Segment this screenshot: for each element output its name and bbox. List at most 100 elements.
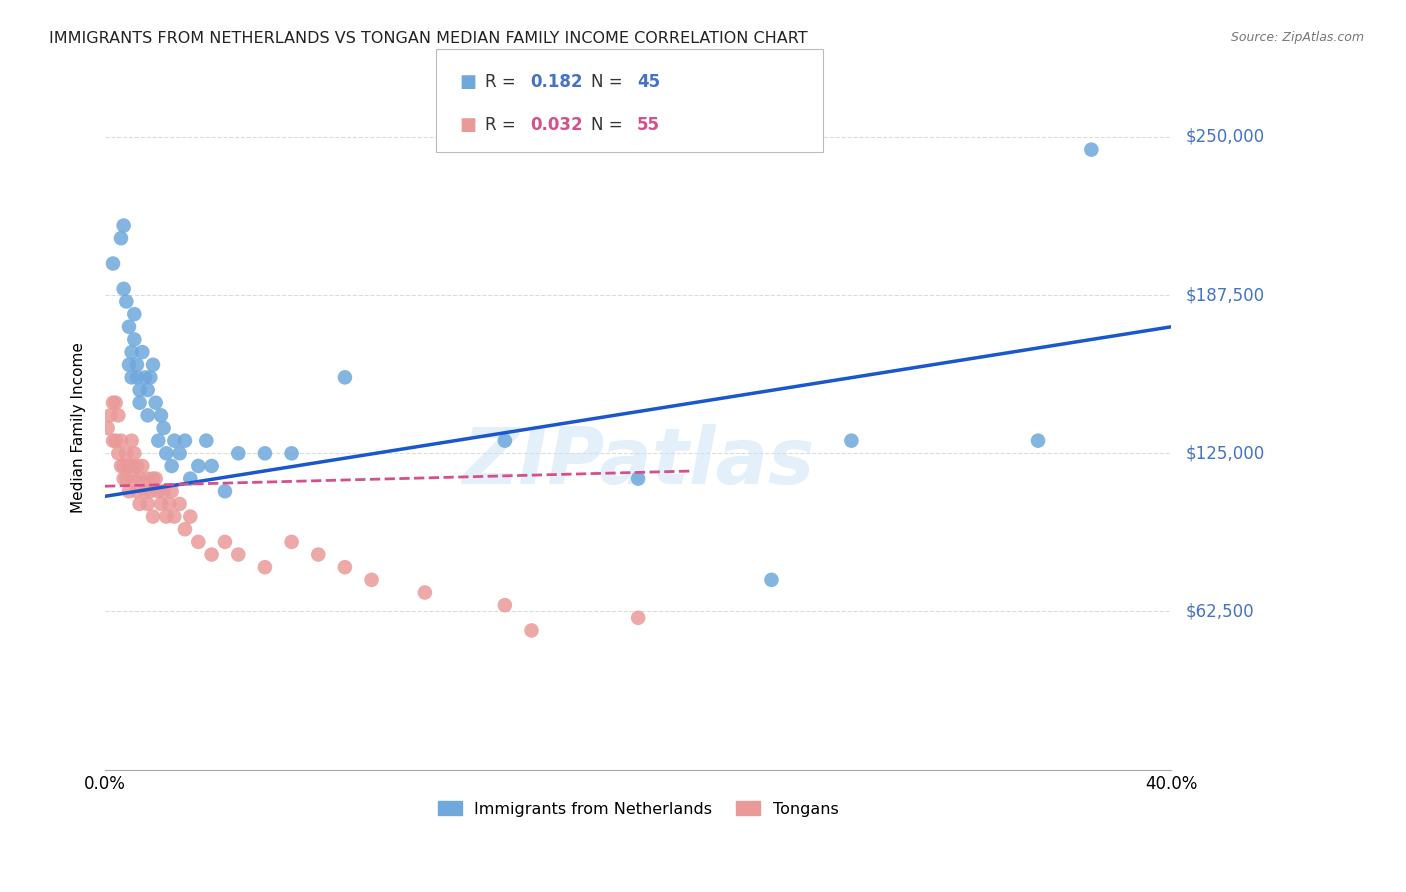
Point [761, 573, 783, 587]
Point [115, 294, 138, 309]
Point [136, 383, 159, 397]
Point [121, 345, 143, 359]
Text: 0.032: 0.032 [530, 116, 582, 134]
Point [131, 458, 153, 473]
Point [128, 472, 150, 486]
Point [1080, 143, 1102, 157]
Point [118, 319, 141, 334]
Text: N =: N = [591, 116, 627, 134]
Point [125, 370, 148, 384]
Text: ZIPatlas: ZIPatlas [463, 425, 814, 500]
Point [128, 395, 150, 409]
Point [128, 383, 150, 397]
Point [124, 446, 146, 460]
Point [118, 484, 141, 499]
Point [124, 333, 146, 347]
Point [214, 484, 236, 499]
Text: $187,500: $187,500 [1185, 286, 1264, 304]
Point [112, 458, 135, 473]
Point [627, 611, 650, 625]
Text: N =: N = [591, 73, 627, 91]
Text: $62,500: $62,500 [1185, 602, 1254, 621]
Point [201, 458, 224, 473]
Point [142, 509, 165, 524]
Point [118, 458, 141, 473]
Point [112, 472, 135, 486]
Point [121, 458, 143, 473]
Point [112, 282, 135, 296]
Point [155, 446, 177, 460]
Point [1026, 434, 1049, 448]
Text: ■: ■ [460, 73, 477, 91]
Text: IMMIGRANTS FROM NETHERLANDS VS TONGAN MEDIAN FAMILY INCOME CORRELATION CHART: IMMIGRANTS FROM NETHERLANDS VS TONGAN ME… [49, 31, 808, 46]
Point [139, 370, 162, 384]
Point [110, 231, 132, 245]
Text: Source: ZipAtlas.com: Source: ZipAtlas.com [1230, 31, 1364, 45]
Point [124, 472, 146, 486]
Point [187, 534, 209, 549]
Point [107, 409, 129, 423]
Text: 45: 45 [637, 73, 659, 91]
Point [169, 497, 191, 511]
Point [142, 472, 165, 486]
Point [115, 472, 138, 486]
Point [121, 434, 143, 448]
Point [104, 395, 127, 409]
Point [174, 434, 197, 448]
Point [155, 509, 177, 524]
Point [149, 497, 172, 511]
Point [149, 409, 172, 423]
Point [280, 534, 302, 549]
Point [145, 395, 167, 409]
Point [307, 548, 329, 562]
Point [97, 421, 120, 435]
Point [101, 256, 124, 270]
Point [125, 484, 148, 499]
Point [253, 560, 276, 574]
Point [280, 446, 302, 460]
Point [139, 484, 162, 499]
Y-axis label: Median Family Income: Median Family Income [72, 343, 86, 514]
Point [125, 358, 148, 372]
Point [136, 497, 159, 511]
Point [110, 434, 132, 448]
Point [152, 484, 174, 499]
Text: $250,000: $250,000 [1185, 128, 1264, 146]
Point [174, 522, 197, 536]
Point [157, 497, 180, 511]
Point [124, 307, 146, 321]
Point [136, 472, 159, 486]
Point [160, 484, 183, 499]
Point [160, 458, 183, 473]
Point [148, 484, 170, 499]
Point [333, 560, 356, 574]
Point [134, 370, 156, 384]
Point [179, 509, 201, 524]
Point [494, 598, 516, 612]
Point [413, 585, 436, 599]
Point [136, 409, 159, 423]
Point [131, 345, 153, 359]
Point [494, 434, 516, 448]
Point [142, 358, 165, 372]
Point [195, 434, 218, 448]
Text: R =: R = [485, 73, 522, 91]
Text: 0.182: 0.182 [530, 73, 582, 91]
Text: 55: 55 [637, 116, 659, 134]
Point [152, 421, 174, 435]
Point [520, 624, 543, 638]
Point [226, 446, 249, 460]
Point [118, 358, 141, 372]
Point [101, 434, 124, 448]
Point [169, 446, 191, 460]
Point [125, 458, 148, 473]
Point [226, 548, 249, 562]
Point [179, 472, 201, 486]
Point [121, 370, 143, 384]
Point [627, 472, 650, 486]
Point [201, 548, 224, 562]
Legend: Immigrants from Netherlands, Tongans: Immigrants from Netherlands, Tongans [432, 795, 845, 823]
Point [148, 434, 170, 448]
Point [360, 573, 382, 587]
Point [253, 446, 276, 460]
